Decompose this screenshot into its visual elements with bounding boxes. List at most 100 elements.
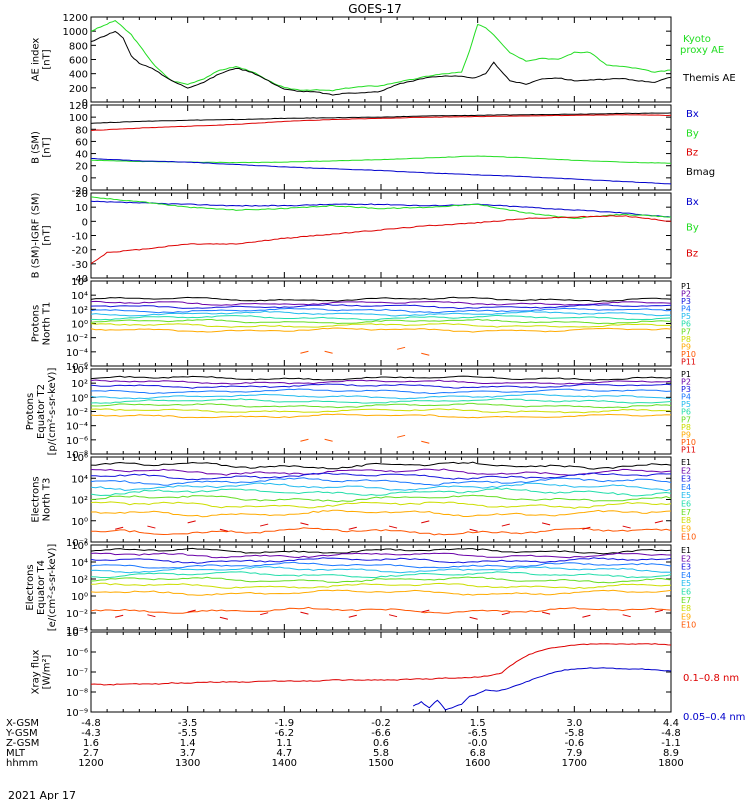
- channel-line: [90, 300, 672, 306]
- channel-line: [90, 375, 672, 381]
- channel-label: E4: [681, 571, 691, 580]
- y-tick-label: 10⁻⁸: [66, 450, 88, 461]
- y-axis-label: Equator T2: [36, 384, 47, 439]
- channel-line: [90, 494, 672, 503]
- channel-label: P2: [681, 290, 691, 299]
- channel-line: [90, 383, 672, 389]
- y-tick-label: 10⁰: [71, 320, 88, 331]
- channel-label: E6: [681, 500, 691, 509]
- panel-bigrf: -40 -30 -20 -10 0 10 20 B (SM)-IGRF (SM) [nT] Bx B…: [31, 189, 699, 285]
- channel-line: [90, 310, 672, 317]
- low-flux-dash: [300, 350, 309, 354]
- low-flux-dash: [187, 520, 196, 524]
- low-flux-dash: [421, 352, 430, 356]
- low-flux-dash: [469, 528, 478, 532]
- y-tick-label: 10⁻²: [66, 538, 88, 549]
- channel-line: [90, 296, 672, 303]
- legend-label: 0.05–0.4 nm: [683, 712, 745, 723]
- x-row-label: Z-GSM: [6, 738, 39, 749]
- channel-line: [90, 327, 672, 333]
- channel-line: [90, 322, 671, 328]
- x-row-value: -5.8: [565, 728, 585, 739]
- channel-label: P5: [681, 400, 691, 409]
- series-line: [90, 20, 671, 92]
- channel-line: [90, 547, 672, 555]
- low-flux-dash: [348, 526, 357, 530]
- x-row-value: 2.7: [83, 748, 99, 759]
- channel-line: [90, 477, 672, 486]
- x-row-value: 1.5: [470, 718, 486, 729]
- low-flux-dash: [582, 526, 591, 530]
- x-row-value: -0.6: [565, 738, 585, 749]
- legend-label: Themis AE: [682, 73, 736, 84]
- low-flux-dash: [147, 525, 156, 529]
- y-tick-label: 800: [69, 41, 88, 52]
- x-row-value: 8.9: [663, 748, 679, 759]
- y-tick-label: 10⁴: [71, 558, 88, 569]
- y-axis-label: Electrons: [31, 476, 42, 522]
- x-row-value: 1.4: [180, 738, 196, 749]
- x-row-value: 1800: [658, 758, 683, 769]
- y-tick-label: 0: [82, 217, 88, 228]
- channel-line: [90, 408, 672, 414]
- y-tick-label: 60: [75, 137, 88, 148]
- channel-label: E7: [681, 596, 691, 605]
- y-tick-label: 10⁶: [71, 277, 88, 288]
- channel-line: [90, 318, 672, 325]
- y-tick-label: 10⁴: [71, 291, 88, 302]
- plot-frame: [90, 192, 672, 279]
- channel-label: P3: [681, 297, 691, 306]
- low-flux-dash: [622, 525, 631, 529]
- y-axis-label: North T1: [42, 302, 53, 346]
- channel-line: [90, 589, 672, 596]
- y-tick-label: -40: [72, 274, 88, 285]
- channel-label: P7: [681, 327, 691, 336]
- legend-label: Bmag: [686, 167, 715, 178]
- y-axis-label: [nT]: [42, 225, 53, 245]
- low-flux-dash: [582, 614, 591, 618]
- y-tick-label: -30: [72, 260, 88, 271]
- x-row-value: 0.6: [373, 738, 389, 749]
- x-row-value: -0.2: [371, 718, 391, 729]
- y-axis-label: North T3: [42, 478, 53, 522]
- y-tick-label: 10²: [71, 496, 88, 507]
- channel-label: E9: [681, 612, 691, 621]
- low-flux-dash: [147, 614, 156, 618]
- x-row-value: 3.0: [566, 718, 582, 729]
- y-tick-label: 10²: [71, 305, 88, 316]
- low-flux-dash: [654, 609, 664, 613]
- channel-label: E9: [681, 524, 691, 533]
- channel-line: [90, 303, 672, 310]
- y-tick-label: 10²: [71, 379, 88, 390]
- channel-line: [90, 461, 672, 470]
- channel-label: P9: [681, 430, 691, 439]
- channel-line: [90, 472, 672, 481]
- y-axis-label: [e/(cm²-s-sr-keV)]: [47, 544, 58, 632]
- series-line: [90, 114, 672, 131]
- x-row-value: 4.7: [276, 748, 292, 759]
- channel-line: [90, 576, 672, 584]
- channel-label: P11: [681, 445, 696, 454]
- channel-label: P2: [681, 378, 691, 387]
- channel-label: P4: [681, 393, 691, 402]
- series-line: [90, 30, 672, 96]
- legend-label: Bz: [686, 248, 698, 259]
- x-row-value: 5.8: [373, 748, 389, 759]
- low-flux-dash: [324, 350, 333, 354]
- y-tick-label: -10: [72, 232, 88, 243]
- legend-label: proxy AE: [680, 45, 724, 56]
- y-tick-label: 100: [69, 113, 88, 124]
- y-tick-label: 0: [82, 98, 88, 109]
- y-tick-label: 10⁻⁴: [66, 626, 88, 637]
- low-flux-dash: [219, 616, 229, 620]
- x-row-value: -4.8: [81, 718, 101, 729]
- legend-label: Bx: [686, 109, 699, 120]
- channel-line: [90, 561, 672, 569]
- y-tick-label: 400: [69, 70, 88, 81]
- x-row-value: 1.6: [83, 738, 99, 749]
- series-line: [90, 112, 672, 124]
- channel-label: E2: [681, 466, 691, 475]
- x-row-value: -4.3: [81, 728, 101, 739]
- series-line: [90, 196, 671, 220]
